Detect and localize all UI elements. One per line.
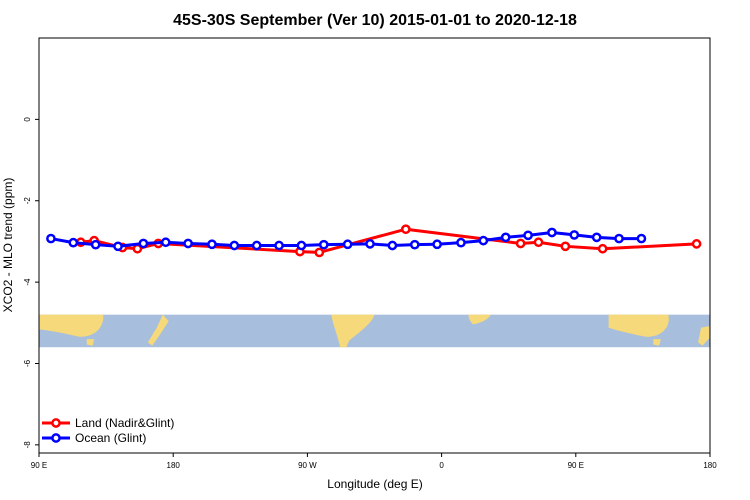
y-axis-label: XCO2 - MLO trend (ppm) <box>1 178 15 313</box>
data-point <box>318 239 329 250</box>
data-point <box>183 238 193 249</box>
data-point <box>691 239 702 249</box>
legend-marker <box>51 433 61 443</box>
data-point <box>500 232 511 243</box>
data-point <box>400 224 411 235</box>
data-point <box>387 240 398 251</box>
y-tick-label: -6 <box>23 359 32 367</box>
x-tick-label: 90 W <box>298 461 317 470</box>
x-tick-label: 90 E <box>568 461 584 470</box>
africa-shape <box>468 314 491 325</box>
chart-title: 45S-30S September (Ver 10) 2015-01-01 to… <box>173 12 577 29</box>
data-point <box>342 239 353 250</box>
data-point <box>636 233 647 244</box>
data-point <box>432 239 442 250</box>
x-tick-label: 180 <box>703 461 717 470</box>
x-tick-label: 180 <box>167 461 181 470</box>
data-point <box>113 241 123 252</box>
new-zealand-shape <box>147 314 169 346</box>
data-point <box>251 240 262 251</box>
x-axis-label: Longitude (deg E) <box>327 477 422 491</box>
data-point <box>515 238 526 249</box>
tasmania-shape-right <box>653 339 661 346</box>
data-point <box>547 227 557 238</box>
data-point <box>591 232 602 243</box>
legend-label: Land (Nadir&Glint) <box>75 416 174 430</box>
x-axis: 90 E 180 90 W 0 90 E 180 <box>31 453 717 470</box>
world-map-band <box>39 314 710 348</box>
data-point <box>314 247 325 258</box>
australia-shape-right <box>608 314 669 337</box>
legend-marker <box>51 418 61 428</box>
data-point <box>274 240 284 251</box>
y-tick-label: -2 <box>23 197 32 205</box>
data-point <box>478 235 489 246</box>
data-point <box>533 237 544 248</box>
data-point <box>160 237 171 248</box>
data-point <box>46 233 56 244</box>
x-tick-label: 90 E <box>31 461 47 470</box>
series-layer <box>46 224 702 258</box>
data-point <box>207 239 217 250</box>
data-point <box>229 240 240 251</box>
data-point <box>523 230 533 241</box>
data-point <box>614 233 624 244</box>
legend: Land (Nadir&Glint)Ocean (Glint) <box>42 416 174 445</box>
y-tick-label: 0 <box>23 117 32 122</box>
data-point <box>456 237 466 248</box>
data-point <box>409 239 420 250</box>
y-tick-label: -4 <box>23 278 32 286</box>
data-point <box>569 230 580 240</box>
data-point <box>560 241 571 252</box>
y-axis: 0 -2 -4 -6 -8 <box>23 117 39 449</box>
data-point <box>365 239 375 249</box>
data-point <box>68 237 79 248</box>
data-point <box>597 243 608 254</box>
south-america-shape <box>331 314 375 348</box>
y-tick-label: -8 <box>23 441 32 449</box>
x-tick-label: 0 <box>439 461 444 470</box>
legend-label: Ocean (Glint) <box>75 431 146 445</box>
data-point <box>138 238 149 249</box>
tasmania-shape <box>86 339 95 346</box>
new-zealand-shape-right <box>698 326 710 346</box>
plot-frame <box>38 37 711 454</box>
data-point <box>296 240 307 251</box>
data-point <box>90 239 101 250</box>
australia-shape <box>39 314 104 337</box>
